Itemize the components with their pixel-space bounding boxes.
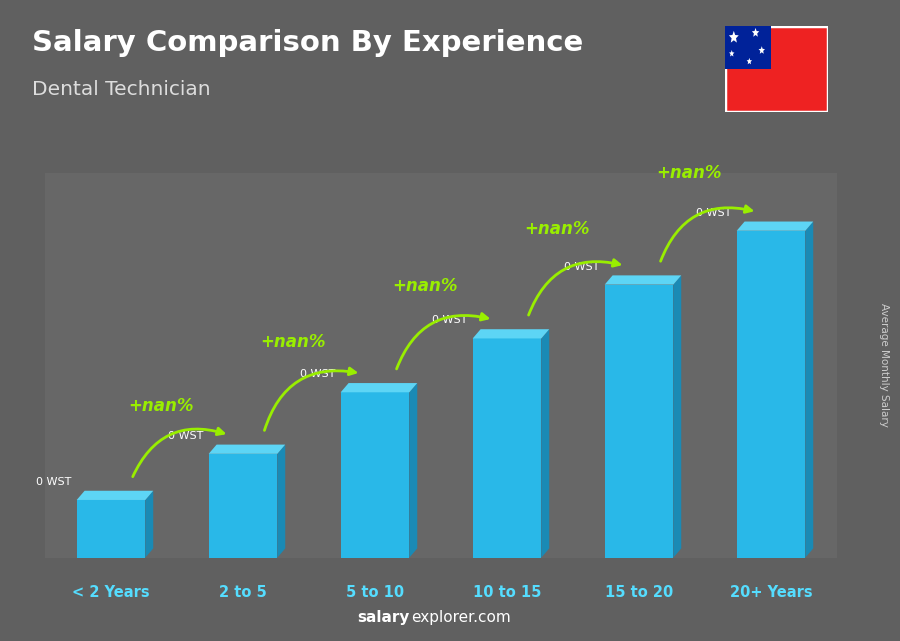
Polygon shape xyxy=(209,445,285,454)
Text: +nan%: +nan% xyxy=(260,333,326,351)
Text: explorer.com: explorer.com xyxy=(411,610,511,625)
Polygon shape xyxy=(145,491,153,558)
Text: +nan%: +nan% xyxy=(656,163,722,181)
Text: 2 to 5: 2 to 5 xyxy=(219,585,267,599)
Polygon shape xyxy=(341,383,418,392)
Text: +nan%: +nan% xyxy=(524,220,590,238)
Polygon shape xyxy=(752,28,760,37)
Bar xyxy=(724,26,771,69)
Bar xyxy=(472,338,541,558)
Polygon shape xyxy=(729,31,739,42)
Polygon shape xyxy=(729,50,734,56)
Text: 10 to 15: 10 to 15 xyxy=(472,585,541,599)
Text: Dental Technician: Dental Technician xyxy=(32,80,210,99)
Bar xyxy=(737,231,806,558)
Polygon shape xyxy=(747,58,752,64)
Text: 15 to 20: 15 to 20 xyxy=(605,585,673,599)
Polygon shape xyxy=(806,222,814,558)
Text: Salary Comparison By Experience: Salary Comparison By Experience xyxy=(32,29,583,57)
Text: 0 WST: 0 WST xyxy=(432,315,467,326)
Text: 0 WST: 0 WST xyxy=(696,208,732,218)
Polygon shape xyxy=(277,445,285,558)
Polygon shape xyxy=(605,276,681,285)
Text: 5 to 10: 5 to 10 xyxy=(346,585,404,599)
Text: +nan%: +nan% xyxy=(392,277,457,295)
Polygon shape xyxy=(759,46,765,54)
Polygon shape xyxy=(76,491,153,500)
Polygon shape xyxy=(737,222,814,231)
Text: Average Monthly Salary: Average Monthly Salary xyxy=(878,303,889,428)
Bar xyxy=(76,500,145,558)
Polygon shape xyxy=(472,329,549,338)
Bar xyxy=(605,285,673,558)
Text: 0 WST: 0 WST xyxy=(300,369,336,379)
Text: 0 WST: 0 WST xyxy=(36,477,71,487)
Polygon shape xyxy=(541,329,549,558)
Text: 0 WST: 0 WST xyxy=(564,262,599,272)
Bar xyxy=(341,392,410,558)
Polygon shape xyxy=(673,276,681,558)
Text: 20+ Years: 20+ Years xyxy=(730,585,813,599)
Polygon shape xyxy=(410,383,418,558)
Text: salary: salary xyxy=(357,610,410,625)
Bar xyxy=(209,454,277,558)
Text: +nan%: +nan% xyxy=(128,397,194,415)
Text: 0 WST: 0 WST xyxy=(168,431,203,441)
Text: < 2 Years: < 2 Years xyxy=(72,585,149,599)
